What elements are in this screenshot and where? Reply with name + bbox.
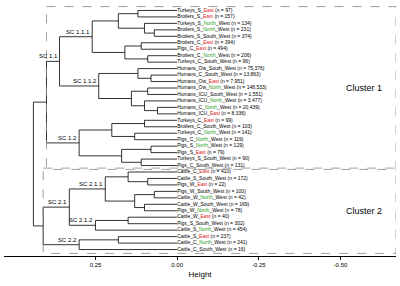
svg-text:Pigs_S_East (n = 79): Pigs_S_East (n = 79) — [177, 149, 225, 155]
svg-text:Broilers_C_South_West (n = 103: Broilers_C_South_West (n = 103) — [177, 123, 252, 129]
svg-text:Broilers_S_South_West (n = 374: Broilers_S_South_West (n = 374) — [177, 33, 252, 39]
svg-text:Turkeys_S_North_West (n = 134): Turkeys_S_North_West (n = 134) — [177, 20, 252, 26]
svg-text:Height: Height — [188, 270, 212, 279]
svg-text:SC 2.2: SC 2.2 — [58, 237, 77, 243]
svg-text:Cattle_S_East (n = 237): Cattle_S_East (n = 237) — [177, 233, 231, 239]
svg-text:Cattle_W_North_West (n = 42): Cattle_W_North_West (n = 42) — [177, 194, 246, 200]
svg-text:SC 1.1.2: SC 1.1.2 — [73, 78, 97, 84]
svg-text:Broilers_S_North_West (n = 231: Broilers_S_North_West (n = 231) — [177, 26, 251, 32]
svg-text:Humans_C_North_West (n = 20,43: Humans_C_North_West (n = 20,439) — [177, 104, 260, 110]
svg-text:0.00: 0.00 — [171, 262, 183, 268]
svg-text:Humans_ICU_South_West (n = 1,5: Humans_ICU_South_West (n = 1,551) — [177, 91, 263, 97]
svg-text:Humans_C_South_West (n = 13,86: Humans_C_South_West (n = 13,863) — [177, 71, 261, 77]
svg-text:Cattle_W_South_West (n = 169): Cattle_W_South_West (n = 169) — [177, 201, 249, 207]
svg-text:-0.25: -0.25 — [252, 262, 266, 268]
svg-text:Humans_Ow_East (n = 7,951): Humans_Ow_East (n = 7,951) — [177, 78, 245, 84]
svg-text:Pigs_W_East (n = 22): Pigs_W_East (n = 22) — [177, 181, 226, 187]
svg-text:Cattle_S_South_West (n = 172): Cattle_S_South_West (n = 172) — [177, 175, 248, 181]
svg-text:Humans_ICU_North_West (n = 3,4: Humans_ICU_North_West (n = 3,477) — [177, 97, 262, 103]
svg-text:Broilers_C_North_West (n = 206: Broilers_C_North_West (n = 206) — [177, 52, 251, 58]
svg-text:Pigs_C_South_West (n = 131): Pigs_C_South_West (n = 131) — [177, 162, 245, 168]
svg-text:SC 2.1: SC 2.1 — [48, 199, 67, 205]
svg-text:Humans_ICU_East (n = 8,336): Humans_ICU_East (n = 8,336) — [177, 110, 246, 116]
svg-text:SC 1.1: SC 1.1 — [39, 53, 58, 59]
svg-text:Cluster 1: Cluster 1 — [346, 83, 382, 93]
svg-text:-0.50: -0.50 — [334, 262, 348, 268]
svg-text:Humans_Ow_South_West (n = 75,3: Humans_Ow_South_West (n = 75,376) — [177, 65, 265, 71]
svg-text:Turkeys_C_East (n = 99): Turkeys_C_East (n = 99) — [177, 117, 233, 123]
svg-text:SC 1.1.1: SC 1.1.1 — [66, 29, 90, 35]
svg-text:Cattle_S_North_West (n = 454): Cattle_S_North_West (n = 454) — [177, 226, 247, 232]
svg-text:Pigs_C_East (n = 494): Pigs_C_East (n = 494) — [177, 45, 228, 51]
svg-text:Broilers_C_East (n = 394): Broilers_C_East (n = 394) — [177, 39, 235, 45]
svg-text:SC 2.1.1: SC 2.1.1 — [79, 181, 103, 187]
svg-text:Turkeys_C_North_West (n = 141): Turkeys_C_North_West (n = 141) — [177, 129, 252, 135]
svg-text:Cluster 2: Cluster 2 — [346, 206, 382, 216]
svg-text:Humans_Ow_North_West (n = 148,: Humans_Ow_North_West (n = 148,533) — [177, 84, 267, 90]
svg-text:Broilers_S_East (n = 157): Broilers_S_East (n = 157) — [177, 13, 235, 19]
svg-text:Turkeys_C_South_West (n = 96): Turkeys_C_South_West (n = 96) — [177, 58, 250, 64]
svg-text:Pigs_W_North_West (n = 78): Pigs_W_North_West (n = 78) — [177, 207, 242, 213]
svg-text:Cattle_C_South_West (n = 16): Cattle_C_South_West (n = 16) — [177, 246, 245, 252]
svg-text:Turkeys_S_South_West (n = 90): Turkeys_S_South_West (n = 90) — [177, 155, 250, 161]
svg-text:Pigs_S_South_West (n = 302): Pigs_S_South_West (n = 302) — [177, 220, 245, 226]
svg-text:Turkeys_S_East (n = 97): Turkeys_S_East (n = 97) — [177, 7, 233, 13]
svg-text:SC 1.2: SC 1.2 — [58, 135, 77, 141]
svg-text:0.25: 0.25 — [90, 262, 102, 268]
svg-text:SC 2.1.2: SC 2.1.2 — [69, 217, 93, 223]
svg-text:Pigs_C_North_West (n = 119): Pigs_C_North_West (n = 119) — [177, 136, 244, 142]
svg-text:Cattle_C_North_West (n = 241): Cattle_C_North_West (n = 241) — [177, 239, 247, 245]
svg-text:Cattle_C_East (n = 410): Cattle_C_East (n = 410) — [177, 168, 231, 174]
svg-text:Pigs_S_North_West (n = 129): Pigs_S_North_West (n = 129) — [177, 142, 244, 148]
svg-text:Cattle_W_East (n = 40): Cattle_W_East (n = 40) — [177, 213, 229, 219]
svg-text:Pigs_W_South_West (n = 100): Pigs_W_South_West (n = 100) — [177, 188, 246, 194]
